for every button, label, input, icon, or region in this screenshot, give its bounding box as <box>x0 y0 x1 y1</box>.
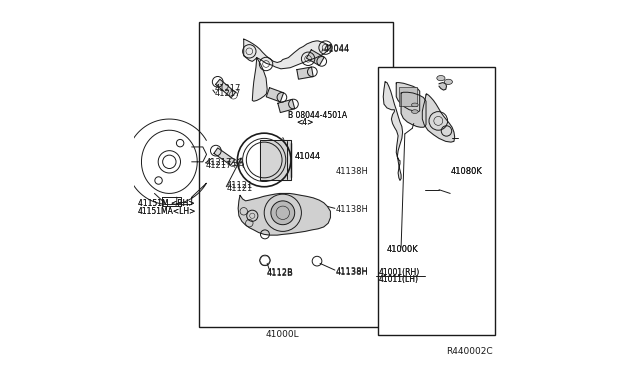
Polygon shape <box>238 193 330 235</box>
Polygon shape <box>401 92 426 127</box>
Text: 41011(LH): 41011(LH) <box>378 275 419 284</box>
Text: 41001(RH): 41001(RH) <box>378 268 420 277</box>
Text: 41000L: 41000L <box>266 330 300 339</box>
Text: 41044: 41044 <box>294 153 321 161</box>
Text: 41151MA<LH>: 41151MA<LH> <box>138 207 196 216</box>
Text: B 08044-4501A: B 08044-4501A <box>289 111 348 120</box>
Text: 41151M <RH>: 41151M <RH> <box>138 199 195 208</box>
Text: 41138H: 41138H <box>335 167 369 176</box>
Polygon shape <box>383 82 403 180</box>
Text: 41121: 41121 <box>227 182 253 190</box>
Text: 41151M <RH>: 41151M <RH> <box>138 199 195 208</box>
Bar <box>199 22 392 327</box>
Text: 41080K: 41080K <box>451 167 483 176</box>
Bar <box>378 67 495 335</box>
Circle shape <box>271 201 294 225</box>
Text: 41011(LH): 41011(LH) <box>378 275 419 284</box>
Polygon shape <box>396 83 420 112</box>
Polygon shape <box>297 67 313 79</box>
Polygon shape <box>252 58 267 101</box>
Text: 41217+A: 41217+A <box>205 161 244 170</box>
Text: 41217+A: 41217+A <box>205 158 244 167</box>
Ellipse shape <box>412 110 418 113</box>
Polygon shape <box>422 94 454 142</box>
Text: 41080K: 41080K <box>451 167 483 176</box>
Ellipse shape <box>437 76 445 81</box>
Text: R440002C: R440002C <box>447 347 493 356</box>
Text: 41151MA<LH>: 41151MA<LH> <box>138 207 196 216</box>
Text: 41138H: 41138H <box>335 267 369 276</box>
Text: 4112B: 4112B <box>266 268 293 277</box>
Text: B 08044-4501A: B 08044-4501A <box>289 111 348 120</box>
Text: 41000K: 41000K <box>387 245 419 254</box>
Polygon shape <box>307 50 324 65</box>
Text: 41217: 41217 <box>215 84 241 93</box>
Text: 41001(RH): 41001(RH) <box>378 268 420 277</box>
Text: 41044: 41044 <box>324 44 350 53</box>
Text: 41217: 41217 <box>215 89 241 98</box>
Text: 41044: 41044 <box>324 45 350 54</box>
Text: 41000K: 41000K <box>387 246 419 254</box>
Ellipse shape <box>412 103 418 107</box>
Text: 41138H: 41138H <box>335 205 369 214</box>
Polygon shape <box>244 39 331 69</box>
Text: 41044: 41044 <box>294 152 321 161</box>
Polygon shape <box>439 83 447 90</box>
Text: 41138H: 41138H <box>335 268 369 277</box>
Text: <4>: <4> <box>296 118 313 127</box>
Bar <box>399 87 417 106</box>
Ellipse shape <box>444 79 452 84</box>
Polygon shape <box>260 140 291 180</box>
Text: 4112B: 4112B <box>266 269 293 278</box>
Text: <4>: <4> <box>296 118 313 127</box>
Polygon shape <box>214 148 234 165</box>
Polygon shape <box>266 88 284 102</box>
Polygon shape <box>216 79 236 97</box>
Text: 41121: 41121 <box>227 185 253 193</box>
Polygon shape <box>278 99 294 113</box>
